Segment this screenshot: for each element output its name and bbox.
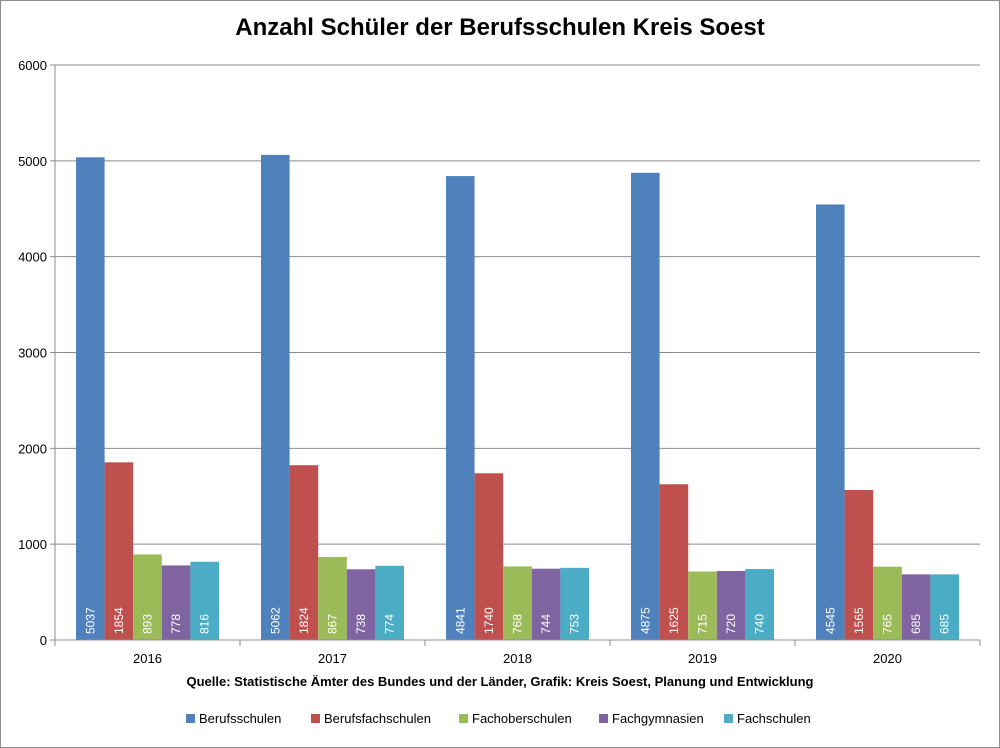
y-tick-label: 1000 [18, 537, 47, 552]
data-label: 1854 [112, 607, 126, 634]
bar [104, 462, 134, 640]
x-tick-label: 2019 [688, 651, 717, 666]
bar [133, 554, 162, 640]
data-label: 867 [326, 614, 340, 634]
bar [346, 569, 376, 640]
bar [474, 473, 504, 640]
bar [190, 561, 219, 640]
legend-label: Berufsfachschulen [324, 711, 431, 726]
data-label: 5037 [83, 607, 97, 634]
data-label: 753 [568, 614, 582, 634]
bar [716, 571, 746, 640]
legend-label: Fachoberschulen [472, 711, 572, 726]
bar [261, 154, 290, 640]
data-label: 4875 [638, 607, 652, 634]
y-tick-label: 3000 [18, 346, 47, 361]
y-tick-label: 6000 [18, 58, 47, 73]
legend-swatch [311, 714, 320, 723]
bars: 5037 1854 893 778 816 5062 1824 867 738 774 4841 17… [76, 154, 959, 640]
bar [446, 176, 475, 640]
chart-title: Anzahl Schüler der Berufsschulen Kreis S… [235, 14, 765, 41]
data-label: 1565 [852, 607, 866, 634]
data-label: 740 [753, 614, 767, 634]
bar [375, 565, 404, 640]
legend-swatch [724, 714, 733, 723]
y-tick-label: 4000 [18, 250, 47, 265]
legend: Berufsschulen Berufsfachschulen Fachobersc… [186, 711, 811, 726]
bar [816, 204, 845, 640]
data-label: 1740 [482, 607, 496, 634]
bar [503, 566, 532, 640]
x-tick-label: 2016 [133, 651, 162, 666]
data-label: 738 [354, 614, 368, 634]
y-tick-label: 2000 [18, 441, 47, 456]
bar [930, 574, 959, 640]
data-label: 1824 [297, 607, 311, 634]
x-tick-label: 2017 [318, 651, 347, 666]
data-label: 685 [909, 614, 923, 634]
x-tick-label: 2018 [503, 651, 532, 666]
legend-label: Fachgymnasien [612, 711, 704, 726]
bar [560, 567, 589, 640]
y-tick-label: 0 [40, 633, 47, 648]
y-tick-label: 5000 [18, 154, 47, 169]
bar [76, 157, 105, 640]
bar [318, 556, 347, 640]
axes: 0 1000 2000 3000 4000 5000 6000 2016 2017 2018 201… [18, 58, 981, 666]
data-label: 715 [696, 614, 710, 634]
data-label: 1625 [667, 607, 681, 634]
bar [844, 490, 874, 640]
bar [631, 172, 660, 640]
bar [745, 569, 774, 640]
data-label: 4841 [453, 607, 467, 634]
source-note: Quelle: Statistische Ämter des Bundes un… [186, 674, 814, 689]
data-label: 768 [511, 614, 525, 634]
data-label: 893 [141, 614, 155, 634]
bar [289, 465, 319, 640]
legend-swatch [459, 714, 468, 723]
bar [901, 574, 931, 640]
data-label: 720 [724, 614, 738, 634]
data-label: 765 [881, 614, 895, 634]
bar [531, 568, 561, 640]
bar [161, 565, 191, 640]
data-label: 744 [539, 614, 553, 634]
legend-label: Berufsschulen [199, 711, 281, 726]
bar [873, 566, 902, 640]
legend-swatch [186, 714, 195, 723]
legend-swatch [599, 714, 608, 723]
data-label: 816 [198, 614, 212, 634]
bar [688, 571, 717, 640]
legend-label: Fachschulen [737, 711, 811, 726]
data-label: 774 [383, 614, 397, 634]
data-label: 685 [938, 614, 952, 634]
data-label: 778 [169, 614, 183, 634]
x-tick-label: 2020 [873, 651, 902, 666]
data-label: 5062 [268, 607, 282, 634]
bar [659, 484, 689, 640]
data-label: 4545 [823, 607, 837, 634]
